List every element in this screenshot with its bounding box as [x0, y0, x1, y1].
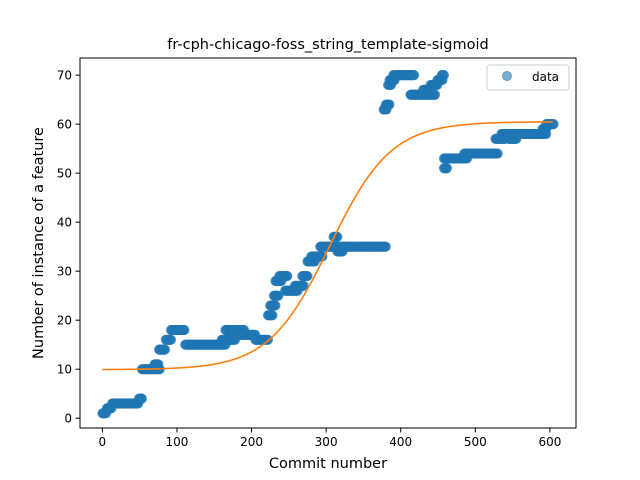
x-tick-label: 500: [464, 435, 487, 449]
y-axis-label: Number of instance of a feature: [31, 127, 47, 359]
x-tick-label: 100: [166, 435, 189, 449]
y-axis-ticks: 0 10 20 30 40 50 60 70: [57, 68, 80, 425]
y-tick-label: 40: [57, 215, 72, 229]
chart-title: fr-cph-chicago-foss_string_template-sigm…: [167, 37, 489, 53]
data-point: [429, 89, 441, 100]
y-tick-label: 20: [57, 313, 72, 327]
data-point: [409, 70, 420, 81]
data-point: [159, 344, 171, 355]
y-tick-label: 60: [57, 117, 72, 131]
plot-frame: [79, 57, 577, 429]
data-point: [267, 310, 278, 321]
data-point: [273, 290, 284, 301]
y-tick-label: 0: [64, 411, 72, 425]
x-tick-label: 200: [240, 435, 263, 449]
y-tick-label: 50: [57, 166, 72, 180]
x-axis-ticks: 0 100 200 300 400 500 600: [99, 428, 561, 449]
data-point: [438, 70, 450, 81]
legend-label-data: data: [532, 70, 559, 84]
legend: data: [486, 64, 570, 91]
data-point: [441, 163, 453, 174]
data-point: [380, 241, 391, 252]
x-axis-label: Commit number: [269, 456, 387, 472]
data-point: [384, 99, 395, 110]
legend-marker-data: [502, 71, 512, 81]
data-point: [298, 280, 309, 291]
x-tick-label: 400: [389, 435, 412, 449]
data-point: [302, 270, 313, 282]
plot-area: [97, 70, 559, 419]
y-tick-label: 10: [57, 362, 72, 376]
data-point: [548, 119, 559, 130]
data-point: [179, 324, 190, 336]
x-tick-label: 300: [315, 435, 338, 449]
sigmoid-fit-line: [102, 121, 553, 371]
data-point: [492, 148, 503, 159]
x-tick-label: 600: [538, 435, 561, 449]
data-point: [270, 300, 281, 311]
y-tick-label: 70: [57, 68, 72, 82]
data-point: [136, 393, 148, 404]
x-tick-label: 0: [99, 435, 107, 449]
data-point: [165, 334, 177, 345]
data-point: [282, 270, 293, 282]
y-tick-label: 30: [57, 264, 72, 278]
data-point: [153, 359, 164, 370]
